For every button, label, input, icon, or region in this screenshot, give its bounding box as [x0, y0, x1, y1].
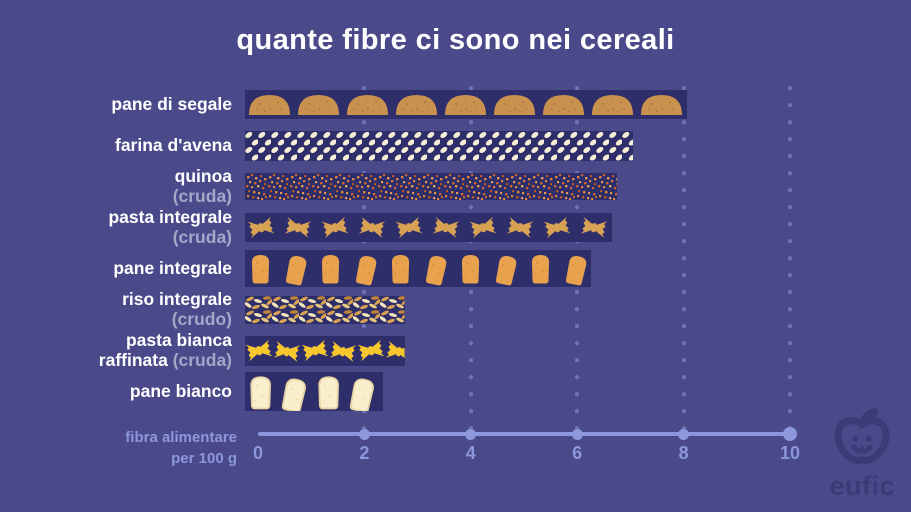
x-axis: 0 2 4 6 8 10: [253, 427, 800, 469]
chart-row: pane bianco: [0, 371, 911, 412]
row-label-oats: farina d'avena: [115, 134, 232, 155]
gridline-8: [681, 86, 686, 432]
bar-quinoa: [245, 173, 618, 200]
axis-dot-10: [783, 427, 797, 441]
page-title: quante fibre ci sono nei cereali: [236, 24, 675, 56]
axis-dot-6: [571, 428, 583, 440]
axis-tick-8: 8: [678, 443, 689, 463]
bar-rice: [245, 295, 405, 324]
bar-bread-wholegrain: [245, 250, 591, 287]
axis-dot-4: [465, 428, 477, 440]
row-label-bread-white: pane bianco: [129, 380, 232, 401]
chart-rows: pane di segale farina d'avena quinoa (cruda…: [0, 84, 911, 412]
row-label-farfalle-wholegrain: pasta integrale (cruda): [108, 206, 232, 247]
bar-farfalle-white: [245, 335, 405, 366]
x-axis-label-line1: fibra alimentare: [125, 429, 237, 446]
eufic-logo: eufic: [829, 406, 895, 502]
chart-row: pasta integrale (cruda): [0, 207, 911, 248]
row-label-rye-loaf: pane di segale: [111, 93, 232, 114]
x-axis-label: fibra alimentare per 100 g: [0, 427, 237, 469]
fiber-bar-chart: pane di segale farina d'avena quinoa (cruda…: [0, 84, 911, 469]
row-label-bread-wholegrain: pane integrale: [113, 257, 232, 278]
axis-tick-labels: 0 2 4 6 8 10: [253, 443, 800, 469]
row-label-quinoa: quinoa (cruda): [172, 165, 232, 206]
apple-face-icon: [834, 407, 890, 465]
axis-dot-8: [678, 428, 690, 440]
chart-row: quinoa (cruda): [0, 166, 911, 207]
axis-tick-6: 6: [572, 443, 583, 463]
gridline-10: [788, 86, 792, 432]
axis-tick-2: 2: [359, 443, 370, 463]
axis-tick-0: 0: [252, 443, 264, 463]
bar-rye-loaf: [245, 90, 687, 119]
bar-oats: [245, 130, 634, 161]
bar-bread-white: [245, 372, 384, 411]
chart-row: pasta bianca raffinata (cruda): [0, 330, 911, 371]
x-axis-label-line2: per 100 g: [171, 450, 237, 467]
axis-tick-4: 4: [465, 443, 476, 463]
row-label-farfalle-white: pasta bianca raffinata (cruda): [98, 329, 232, 370]
chart-row: pane di segale: [0, 84, 911, 125]
chart-row: pane integrale: [0, 248, 911, 289]
axis-line: [258, 427, 797, 441]
bar-farfalle-wholegrain: [245, 213, 613, 242]
chart-row: farina d'avena: [0, 125, 911, 166]
chart-row: riso integrale (crudo): [0, 289, 911, 330]
axis-dot-2: [358, 428, 370, 440]
axis-tick-10: 10: [779, 443, 801, 463]
eufic-wordmark: eufic: [829, 471, 895, 501]
row-label-rice: riso integrale (crudo): [122, 288, 232, 329]
